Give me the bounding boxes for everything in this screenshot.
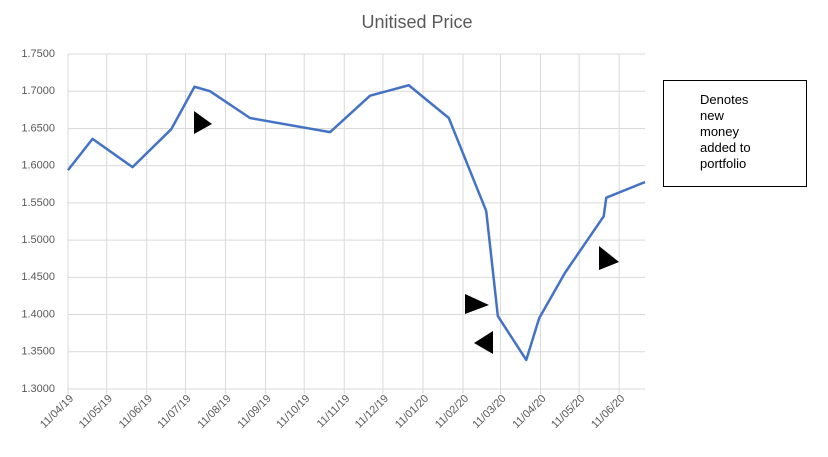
x-tick-label: 11/04/19	[38, 393, 76, 431]
y-tick-label: 1.6000	[21, 160, 55, 172]
y-tick-label: 1.3500	[21, 346, 55, 358]
x-tick-label: 11/05/19	[77, 393, 115, 431]
y-tick-label: 1.7000	[21, 85, 55, 97]
arrow-marker	[194, 111, 212, 134]
x-tick-label: 11/06/20	[589, 393, 627, 431]
y-tick-label: 1.5000	[21, 234, 55, 246]
y-tick-label: 1.5500	[21, 197, 55, 209]
y-tick-label: 1.4500	[21, 271, 55, 283]
y-tick-label: 1.3000	[21, 383, 55, 395]
x-tick-label: 11/10/19	[274, 393, 312, 431]
x-tick-label: 11/09/19	[235, 393, 273, 431]
axes: 1.3000 1.3500 1.4000 1.4500 1.5000 1.5500 1.60…	[21, 48, 646, 431]
arrow-marker	[465, 294, 489, 314]
x-tick-label: 11/03/20	[470, 393, 508, 431]
x-tick-label: 11/07/19	[155, 393, 193, 431]
x-tick-label: 11/05/20	[549, 393, 587, 431]
y-tick-label: 1.4000	[21, 308, 55, 320]
x-tick-label: 11/02/20	[433, 393, 471, 431]
y-tick-label: 1.7500	[21, 48, 55, 60]
x-tick-label: 11/04/20	[510, 393, 548, 431]
x-tick-label: 11/06/19	[117, 393, 155, 431]
annotation-box: Denotes new money added to portfolio	[663, 80, 807, 187]
x-tick-label: 11/01/20	[393, 393, 431, 431]
x-tick-label: 11/12/19	[353, 393, 391, 431]
x-tick-label: 11/11/19	[315, 393, 353, 431]
chart-title: Unitised Price	[361, 12, 472, 32]
annotation: Denotes new money added to portfolio	[700, 92, 751, 171]
y-tick-label: 1.6500	[21, 122, 55, 134]
x-tick-label: 11/08/19	[195, 393, 233, 431]
line-series	[67, 84, 646, 362]
arrow-marker	[599, 246, 619, 270]
arrow-marker	[474, 331, 493, 354]
